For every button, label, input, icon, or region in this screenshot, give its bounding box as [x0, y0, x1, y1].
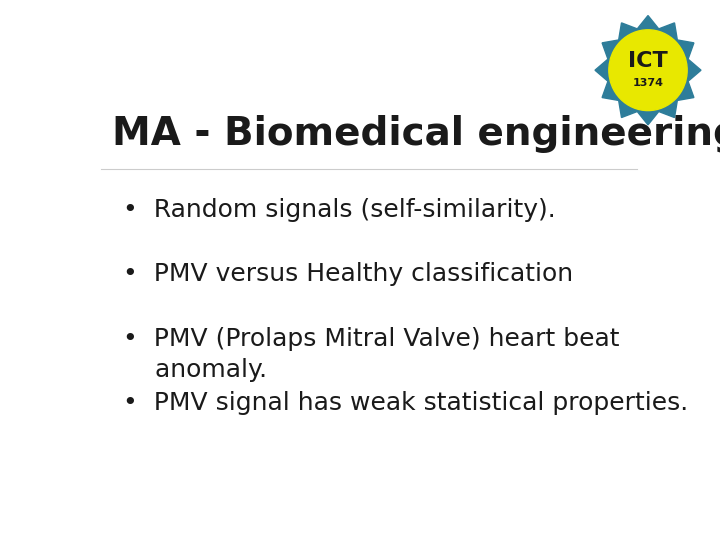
Polygon shape — [595, 16, 701, 125]
Text: ICT: ICT — [628, 51, 668, 71]
Circle shape — [609, 30, 687, 111]
Text: •  PMV signal has weak statistical properties.: • PMV signal has weak statistical proper… — [124, 391, 689, 415]
Text: MA - Biomedical engineering: MA - Biomedical engineering — [112, 114, 720, 153]
Text: •  PMV versus Healthy classification: • PMV versus Healthy classification — [124, 262, 574, 286]
Text: 1374: 1374 — [632, 78, 664, 88]
Text: •  Random signals (self-similarity).: • Random signals (self-similarity). — [124, 198, 557, 222]
Text: •  PMV (Prolaps Mitral Valve) heart beat
    anomaly.: • PMV (Prolaps Mitral Valve) heart beat … — [124, 327, 620, 382]
